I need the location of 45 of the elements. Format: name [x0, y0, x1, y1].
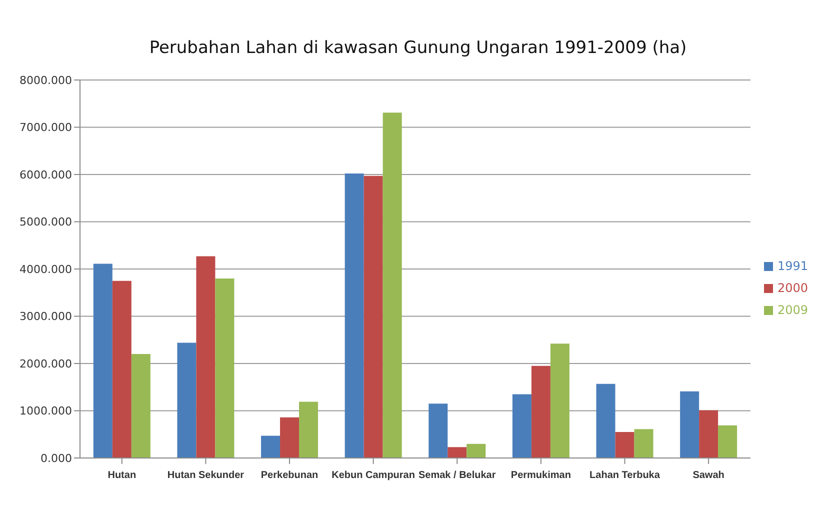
bar — [512, 394, 532, 458]
bar — [280, 417, 300, 458]
x-tick-label: Permukiman — [510, 470, 571, 481]
bar — [299, 402, 318, 458]
x-tick-label: Lahan Terbuka — [590, 470, 660, 481]
y-tick-label: 1000.000 — [20, 404, 72, 418]
y-tick-label: 3000.000 — [20, 310, 72, 324]
bar — [428, 404, 448, 458]
bar — [382, 112, 402, 458]
bar — [177, 342, 196, 458]
bar — [215, 278, 234, 458]
y-tick-label: 2000.000 — [20, 357, 72, 370]
chart-title: Perubahan Lahan di kawasan Gunung Ungaran 1991-2009 (ha) — [148, 37, 688, 60]
x-tick-label: Perkebunan — [260, 470, 318, 481]
bar — [550, 344, 570, 458]
legend-label: 2000 — [777, 281, 808, 295]
legend-label: 1991 — [777, 259, 808, 273]
y-tick-label: 5000.000 — [20, 216, 72, 229]
bar — [448, 447, 467, 458]
bar — [531, 366, 550, 458]
x-tick-label: Sawah — [692, 470, 724, 481]
bar — [680, 391, 700, 458]
bar — [93, 264, 112, 458]
bar — [699, 410, 718, 458]
bar — [112, 280, 132, 458]
bar — [466, 444, 486, 458]
bar — [261, 436, 280, 458]
legend-label: 2009 — [777, 303, 808, 317]
bar — [344, 174, 364, 458]
y-tick-label: 8000.000 — [20, 74, 72, 87]
bar — [196, 256, 216, 458]
y-tick-label: 6000.000 — [20, 168, 72, 182]
y-tick-label: 0.000 — [40, 452, 72, 465]
bar — [634, 429, 654, 458]
x-tick-label: Kebun Campuran — [332, 470, 415, 481]
x-tick-label: Hutan — [108, 470, 136, 481]
bar — [615, 432, 634, 458]
y-tick-label: 4000.000 — [20, 262, 72, 276]
x-tick-label: Hutan Sekunder — [167, 470, 244, 481]
bar — [131, 354, 150, 458]
bar — [364, 176, 383, 458]
bar — [718, 425, 738, 458]
bar — [596, 384, 616, 458]
y-tick-label: 7000.000 — [20, 121, 72, 134]
x-tick-label: Semak / Belukar — [418, 470, 496, 481]
